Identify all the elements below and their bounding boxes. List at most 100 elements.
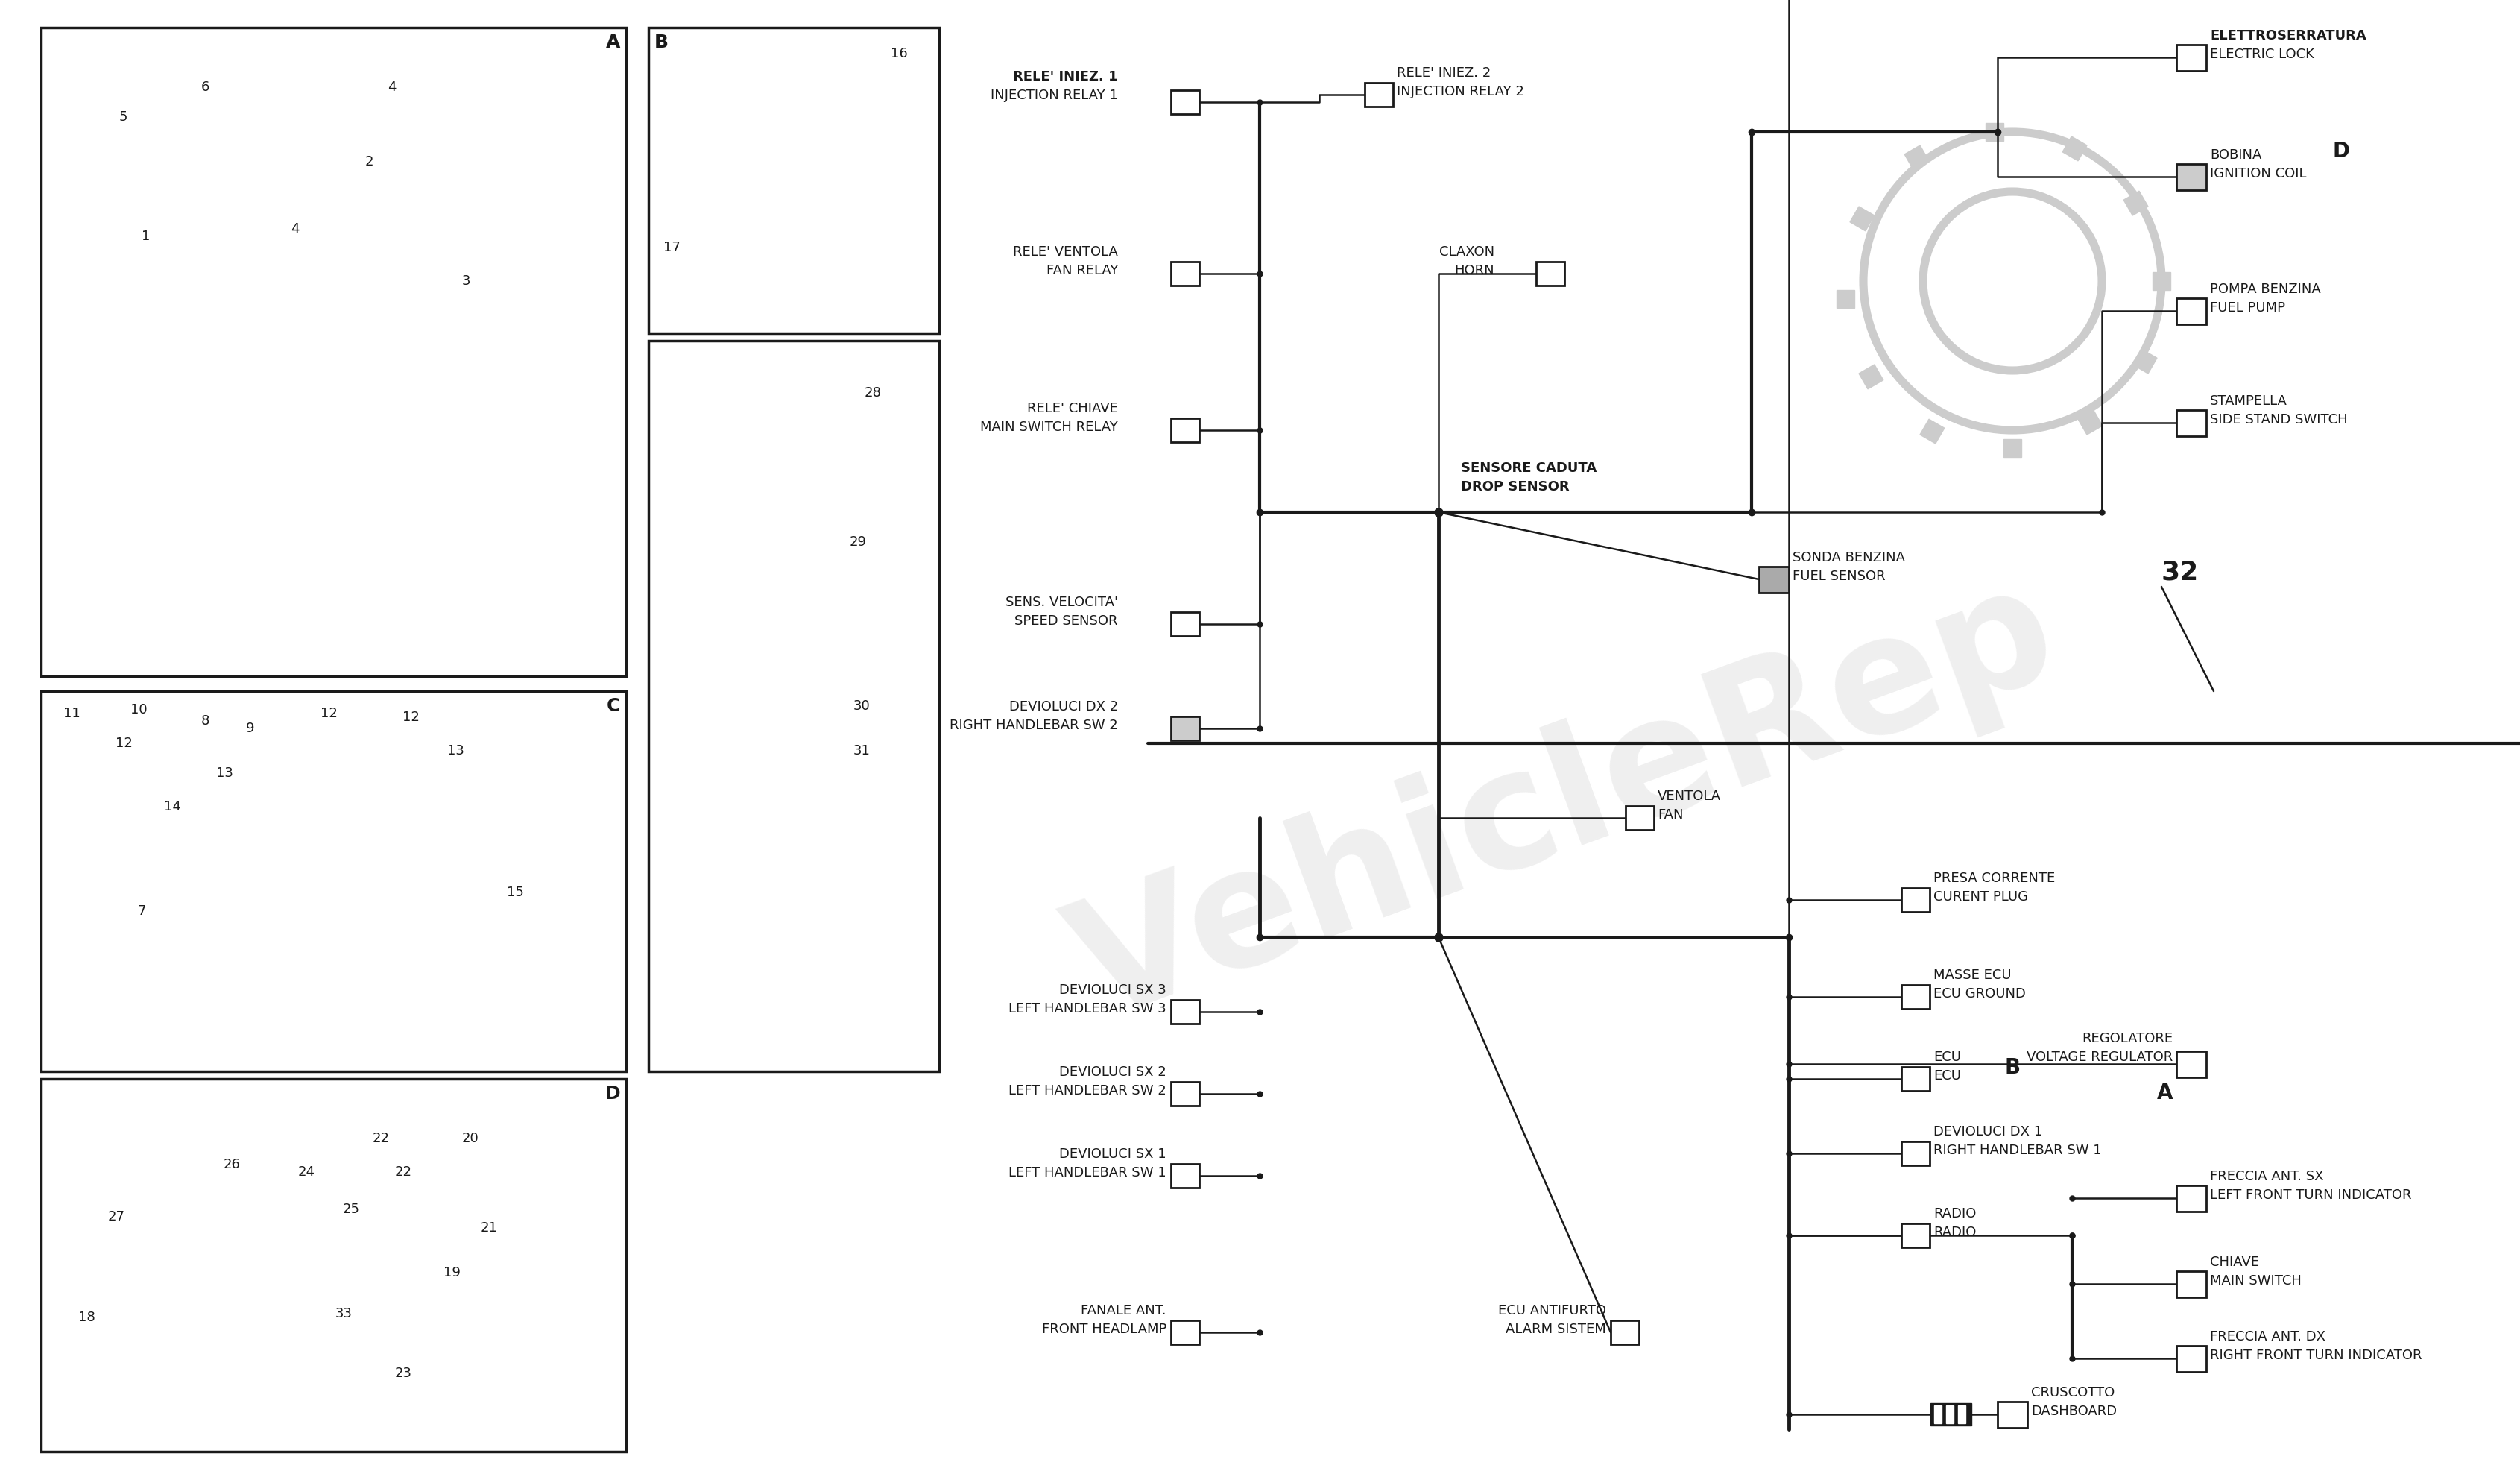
Text: ECU GROUND: ECU GROUND [1933, 988, 2026, 1001]
Text: 10: 10 [131, 703, 146, 716]
Bar [40, 1079, 625, 1452]
Bar [1986, 122, 2003, 142]
Text: FRECCIA ANT. SX: FRECCIA ANT. SX [2210, 1170, 2323, 1184]
Text: DEVIOLUCI DX 1: DEVIOLUCI DX 1 [1933, 1125, 2041, 1138]
Text: FUEL PUMP: FUEL PUMP [2210, 301, 2286, 314]
Text: D: D [2334, 142, 2351, 162]
Bar [1903, 1067, 1930, 1091]
Bar [1172, 1082, 1200, 1106]
Bar [2177, 1271, 2205, 1297]
Bar [648, 340, 940, 1072]
Bar [2152, 273, 2170, 290]
Text: B: B [2006, 1057, 2021, 1077]
Text: RADIO: RADIO [1933, 1207, 1976, 1220]
Text: 3: 3 [461, 274, 471, 287]
Bar [2177, 298, 2205, 324]
Bar [1903, 985, 1930, 1008]
Text: RELE' INIEZ. 2: RELE' INIEZ. 2 [1396, 66, 1492, 80]
Text: 2: 2 [365, 155, 373, 168]
Text: 8: 8 [202, 715, 209, 728]
Bar [648, 28, 940, 333]
Bar [1759, 566, 1789, 593]
Bar [40, 691, 625, 1072]
Text: 12: 12 [116, 737, 134, 750]
Text: VENTOLA: VENTOLA [1658, 790, 1721, 803]
Text: CRUSCOTTO: CRUSCOTTO [2031, 1386, 2114, 1399]
Text: 13: 13 [446, 744, 464, 758]
Text: MASSE ECU: MASSE ECU [1933, 968, 2011, 982]
Bar [1903, 1141, 1930, 1166]
Text: 26: 26 [224, 1159, 239, 1172]
Text: ECU ANTIFURTO: ECU ANTIFURTO [1497, 1304, 1605, 1318]
Text: SPEED SENSOR: SPEED SENSOR [1016, 615, 1119, 628]
Text: LEFT HANDLEBAR SW 2: LEFT HANDLEBAR SW 2 [1008, 1083, 1167, 1098]
Text: ELECTRIC LOCK: ELECTRIC LOCK [2210, 47, 2313, 60]
Text: RIGHT HANDLEBAR SW 2: RIGHT HANDLEBAR SW 2 [950, 719, 1119, 733]
Text: DEVIOLUCI SX 2: DEVIOLUCI SX 2 [1058, 1066, 1167, 1079]
Text: SONDA BENZINA: SONDA BENZINA [1792, 551, 1905, 565]
Text: ALARM SISTEM: ALARM SISTEM [1507, 1322, 1605, 1335]
Text: FAN: FAN [1658, 808, 1683, 821]
Bar [1172, 716, 1200, 740]
Bar [1935, 1405, 1940, 1424]
Text: FANALE ANT.: FANALE ANT. [1081, 1304, 1167, 1318]
Text: 28: 28 [864, 386, 882, 399]
Text: CURENT PLUG: CURENT PLUG [1933, 890, 2029, 904]
Text: LEFT FRONT TURN INDICATOR: LEFT FRONT TURN INDICATOR [2210, 1188, 2412, 1201]
Bar [1625, 806, 1653, 830]
Text: RADIO: RADIO [1933, 1226, 1976, 1240]
Text: 29: 29 [849, 535, 867, 548]
Text: 22: 22 [396, 1166, 413, 1179]
Text: FAN RELAY: FAN RELAY [1046, 264, 1119, 277]
Bar [2061, 137, 2087, 161]
Text: MAIN SWITCH: MAIN SWITCH [2210, 1274, 2301, 1288]
Text: ECU: ECU [1933, 1051, 1961, 1064]
Bar [1172, 612, 1200, 635]
Text: DROP SENSOR: DROP SENSOR [1462, 481, 1570, 494]
Text: 1: 1 [141, 230, 151, 243]
Bar [1172, 1164, 1200, 1188]
Text: 4: 4 [290, 223, 300, 236]
Text: SENSORE CADUTA: SENSORE CADUTA [1462, 461, 1598, 475]
Text: 9: 9 [247, 722, 255, 736]
Text: 22: 22 [373, 1132, 391, 1145]
Text: DEVIOLUCI DX 2: DEVIOLUCI DX 2 [1008, 700, 1119, 713]
Text: 13: 13 [217, 766, 234, 780]
Text: 15: 15 [507, 886, 524, 899]
Text: 24: 24 [297, 1166, 315, 1179]
Text: BOBINA: BOBINA [2210, 149, 2260, 162]
Bar [2003, 439, 2021, 457]
Bar [1903, 1223, 1930, 1247]
Text: INJECTION RELAY 2: INJECTION RELAY 2 [1396, 85, 1525, 99]
Text: 12: 12 [403, 710, 418, 724]
Bar [2079, 410, 2102, 435]
Bar [1905, 146, 1928, 170]
Text: RELE' CHIAVE: RELE' CHIAVE [1028, 402, 1119, 416]
Text: 6: 6 [202, 81, 209, 94]
Text: 14: 14 [164, 800, 181, 814]
Text: 7: 7 [139, 905, 146, 918]
Text: 4: 4 [388, 81, 396, 94]
Text: IGNITION COIL: IGNITION COIL [2210, 167, 2306, 180]
Text: A: A [2157, 1082, 2172, 1104]
Bar [1172, 419, 1200, 442]
Text: D: D [605, 1085, 620, 1103]
Text: 18: 18 [78, 1310, 96, 1324]
Text: RELE' VENTOLA: RELE' VENTOLA [1013, 245, 1119, 259]
Bar [2177, 1185, 2205, 1212]
Text: SIDE STAND SWITCH: SIDE STAND SWITCH [2210, 413, 2349, 426]
Text: CLAXON: CLAXON [1439, 245, 1494, 259]
Text: ECU: ECU [1933, 1069, 1961, 1082]
Text: 12: 12 [320, 708, 338, 721]
Text: 32: 32 [2162, 559, 2200, 585]
Bar [2177, 1346, 2205, 1371]
Bar [1172, 90, 1200, 113]
Text: 17: 17 [663, 240, 680, 254]
Bar [1837, 290, 1855, 308]
Text: REGOLATORE: REGOLATORE [2082, 1032, 2172, 1045]
Text: 11: 11 [63, 708, 81, 721]
Text: RELE' INIEZ. 1: RELE' INIEZ. 1 [1013, 71, 1119, 84]
Text: FRONT HEADLAMP: FRONT HEADLAMP [1041, 1322, 1167, 1335]
Text: 16: 16 [890, 47, 907, 60]
Text: 20: 20 [461, 1132, 479, 1145]
